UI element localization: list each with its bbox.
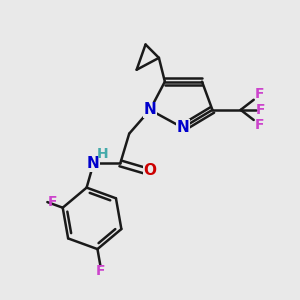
Text: F: F xyxy=(254,87,264,101)
Text: O: O xyxy=(143,163,157,178)
Text: N: N xyxy=(87,156,99,171)
Text: N: N xyxy=(144,102,156,117)
Text: F: F xyxy=(48,195,57,209)
Text: H: H xyxy=(97,147,109,161)
Text: N: N xyxy=(176,120,189,135)
Text: F: F xyxy=(256,103,266,117)
Text: F: F xyxy=(95,264,105,278)
Text: F: F xyxy=(254,118,264,132)
